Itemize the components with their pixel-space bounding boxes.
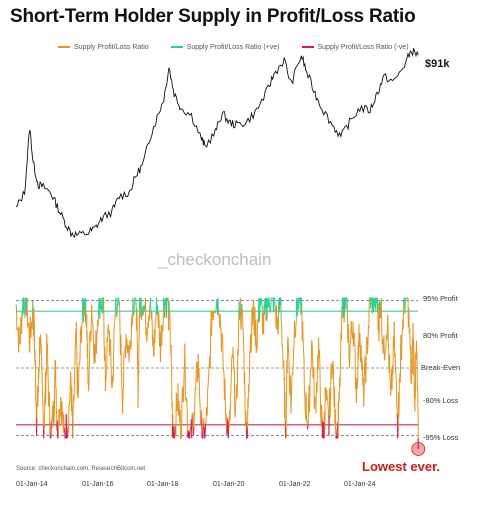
legend-swatch-green xyxy=(170,46,183,48)
legend: Supply Profit/Loss Ratio Supply Profit/L… xyxy=(58,41,458,53)
level-label-95-loss: -95% Loss xyxy=(423,433,459,442)
legend-swatch-orange xyxy=(58,46,70,48)
level-label-80-loss: -80% Loss xyxy=(423,396,459,405)
x-tick-2016: 01-Jan-16 xyxy=(82,481,114,488)
legend-swatch-red xyxy=(301,46,314,48)
x-tick-2018: 01-Jan-18 xyxy=(147,481,179,488)
level-label-95-profit: 95% Profit xyxy=(423,294,458,303)
legend-item-positive: Supply Profit/Loss Ratio (+ve) xyxy=(170,41,280,53)
chart-title: Short-Term Holder Supply in Profit/Loss … xyxy=(10,6,416,27)
x-tick-2022: 01-Jan-22 xyxy=(279,481,311,488)
legend-label-positive: Supply Profit/Loss Ratio (+ve) xyxy=(186,43,280,51)
price-series xyxy=(15,48,419,239)
level-label-80-profit: 80% Profit xyxy=(423,331,458,340)
legend-item-negative: Supply Profit/Loss Ratio (-ve) xyxy=(301,41,409,53)
watermark: _checkonchain xyxy=(158,250,272,269)
legend-label-ratio: Supply Profit/Loss Ratio xyxy=(74,43,149,51)
price-label: $91k xyxy=(425,58,450,70)
source-note: Source: checkonchain.com, ResearchBitcoi… xyxy=(16,466,146,472)
x-tick-2024: 01-Jan-24 xyxy=(344,481,376,488)
lowest-marker xyxy=(411,438,426,456)
price-line xyxy=(15,48,419,239)
level-label-break-even: Break-Even xyxy=(421,363,461,372)
x-tick-2014: 01-Jan-14 xyxy=(16,481,48,488)
x-tick-2020: 01-Jan-20 xyxy=(213,481,245,488)
legend-item-ratio: Supply Profit/Loss Ratio xyxy=(58,41,149,53)
lowest-annotation: Lowest ever. xyxy=(362,459,441,474)
ratio-series xyxy=(15,297,419,439)
legend-label-negative: Supply Profit/Loss Ratio (-ve) xyxy=(317,43,409,51)
